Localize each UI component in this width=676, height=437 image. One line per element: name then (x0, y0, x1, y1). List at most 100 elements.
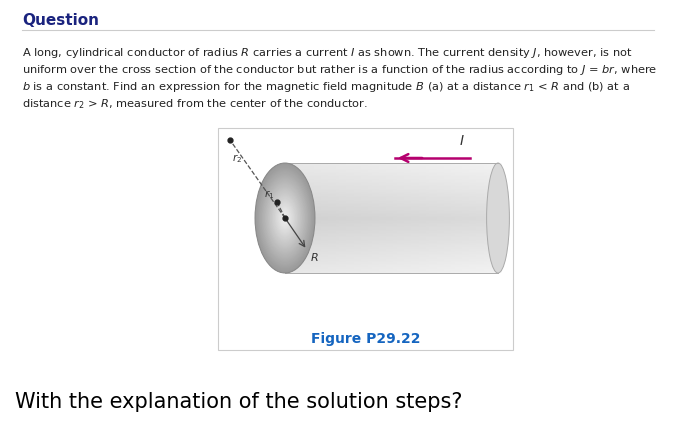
Polygon shape (285, 187, 498, 188)
Polygon shape (285, 232, 498, 233)
Polygon shape (494, 163, 498, 273)
Polygon shape (296, 163, 299, 273)
Polygon shape (285, 202, 498, 203)
Polygon shape (285, 205, 498, 206)
Polygon shape (455, 163, 458, 273)
Polygon shape (285, 214, 498, 215)
Ellipse shape (268, 188, 301, 248)
Polygon shape (498, 163, 502, 273)
Polygon shape (285, 231, 498, 232)
Polygon shape (285, 246, 498, 247)
Polygon shape (285, 269, 498, 270)
Polygon shape (285, 229, 498, 230)
Polygon shape (469, 163, 473, 273)
Ellipse shape (266, 184, 304, 252)
Text: $b$ is a constant. Find an expression for the magnetic field magnitude $B$ (a) a: $b$ is a constant. Find an expression fo… (22, 80, 630, 94)
Polygon shape (292, 163, 296, 273)
Polygon shape (318, 163, 321, 273)
Polygon shape (285, 237, 498, 239)
Polygon shape (285, 192, 498, 193)
Ellipse shape (255, 163, 315, 273)
Polygon shape (343, 163, 346, 273)
Polygon shape (285, 236, 498, 237)
Polygon shape (285, 174, 498, 175)
Polygon shape (285, 245, 498, 246)
Polygon shape (473, 163, 477, 273)
Ellipse shape (282, 212, 288, 224)
Polygon shape (285, 206, 498, 208)
Polygon shape (422, 163, 426, 273)
Polygon shape (415, 163, 418, 273)
Polygon shape (324, 163, 329, 273)
Polygon shape (285, 270, 498, 271)
Text: $R$: $R$ (310, 251, 318, 263)
Ellipse shape (268, 187, 302, 250)
Ellipse shape (256, 164, 314, 272)
Ellipse shape (277, 203, 293, 232)
Polygon shape (335, 163, 339, 273)
Ellipse shape (279, 206, 292, 230)
Ellipse shape (258, 169, 312, 267)
Polygon shape (285, 261, 498, 262)
Polygon shape (285, 264, 498, 265)
Polygon shape (285, 163, 498, 164)
Polygon shape (448, 163, 451, 273)
Polygon shape (329, 163, 332, 273)
Ellipse shape (266, 183, 304, 253)
Text: $r_2$: $r_2$ (232, 152, 242, 165)
Ellipse shape (276, 201, 294, 235)
Polygon shape (285, 251, 498, 252)
Ellipse shape (265, 181, 305, 255)
Polygon shape (477, 163, 480, 273)
Polygon shape (285, 177, 498, 179)
Polygon shape (285, 272, 498, 273)
Polygon shape (285, 169, 498, 170)
Polygon shape (285, 173, 498, 174)
Ellipse shape (272, 194, 298, 242)
Ellipse shape (259, 170, 312, 266)
Ellipse shape (262, 177, 308, 260)
Ellipse shape (255, 163, 315, 273)
Ellipse shape (283, 215, 287, 222)
Polygon shape (440, 163, 444, 273)
Polygon shape (285, 211, 498, 212)
Polygon shape (285, 165, 498, 166)
Polygon shape (285, 186, 498, 187)
Polygon shape (361, 163, 364, 273)
Polygon shape (285, 213, 498, 214)
Polygon shape (466, 163, 469, 273)
Polygon shape (354, 163, 357, 273)
Ellipse shape (274, 199, 295, 237)
Ellipse shape (267, 185, 303, 250)
Polygon shape (285, 243, 498, 244)
Polygon shape (285, 267, 498, 269)
Ellipse shape (274, 198, 296, 238)
Ellipse shape (260, 171, 311, 265)
Ellipse shape (258, 167, 312, 268)
Polygon shape (314, 163, 318, 273)
Polygon shape (285, 247, 498, 249)
Ellipse shape (279, 208, 291, 228)
Polygon shape (285, 266, 498, 267)
Polygon shape (285, 180, 498, 181)
Polygon shape (285, 262, 498, 263)
Polygon shape (375, 163, 379, 273)
Polygon shape (437, 163, 440, 273)
Polygon shape (451, 163, 455, 273)
Ellipse shape (284, 216, 286, 220)
Polygon shape (285, 193, 498, 194)
Ellipse shape (260, 173, 310, 263)
Polygon shape (429, 163, 433, 273)
Polygon shape (285, 167, 498, 169)
Polygon shape (285, 273, 498, 274)
Polygon shape (285, 171, 498, 172)
Polygon shape (426, 163, 429, 273)
Polygon shape (368, 163, 372, 273)
Polygon shape (346, 163, 350, 273)
Polygon shape (285, 255, 498, 257)
Polygon shape (285, 263, 498, 264)
Ellipse shape (261, 174, 309, 262)
Polygon shape (285, 224, 498, 225)
Ellipse shape (281, 210, 289, 226)
Polygon shape (285, 242, 498, 243)
